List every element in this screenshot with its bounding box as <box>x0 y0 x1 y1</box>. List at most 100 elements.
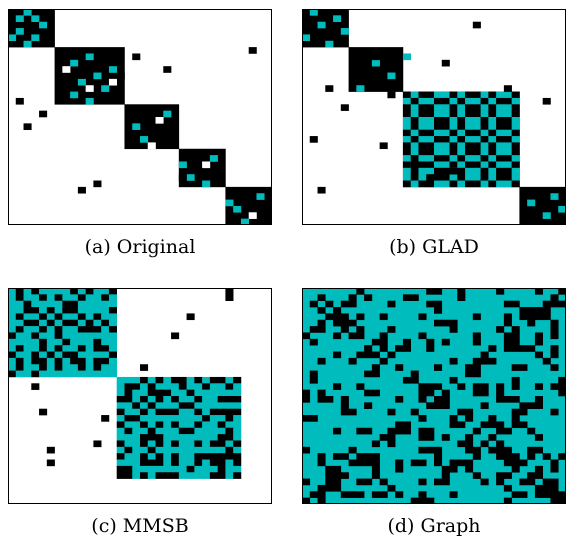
matrix-cell <box>302 415 311 422</box>
matrix-cell <box>194 376 203 384</box>
matrix-cell <box>108 370 117 378</box>
matrix-cell <box>46 351 55 359</box>
matrix-cell <box>480 421 489 429</box>
matrix-cell <box>62 288 71 295</box>
matrix-cell <box>527 319 536 327</box>
matrix-cell <box>85 357 94 365</box>
matrix-cell <box>124 396 133 403</box>
matrix-cell <box>116 408 125 416</box>
matrix-cell <box>325 40 334 48</box>
matrix-cell <box>140 434 149 441</box>
matrix-cell <box>101 332 110 340</box>
matrix-cell <box>496 453 505 460</box>
matrix-cell <box>441 59 450 67</box>
matrix-cell <box>155 376 164 384</box>
matrix-cell <box>186 313 195 321</box>
matrix-cell <box>132 427 141 435</box>
matrix-cell <box>15 338 24 346</box>
matrix-cell <box>527 472 536 479</box>
matrix-cell <box>465 117 474 124</box>
matrix-cell <box>31 338 40 346</box>
matrix-cell <box>511 465 520 473</box>
matrix-cell <box>410 174 419 181</box>
matrix-cell <box>395 465 404 473</box>
matrix-cell <box>101 370 110 378</box>
matrix-cell <box>317 319 326 327</box>
matrix-cell <box>317 484 326 492</box>
matrix-cell <box>108 364 117 371</box>
matrix-cell <box>558 376 566 384</box>
matrix-cell <box>140 427 149 435</box>
matrix-cell <box>379 478 388 486</box>
matrix-cell <box>418 313 427 321</box>
matrix-cell <box>302 389 311 397</box>
matrix-cell <box>155 396 164 403</box>
matrix-cell <box>225 389 234 397</box>
matrix-cell <box>364 402 373 409</box>
matrix-cell <box>147 427 156 435</box>
matrix-cell <box>472 148 481 156</box>
matrix-cell <box>449 491 458 498</box>
matrix-cell <box>8 345 17 352</box>
matrix-cell <box>465 440 474 448</box>
matrix-cell <box>62 319 71 327</box>
matrix-cell <box>426 148 435 156</box>
matrix-cell <box>465 148 474 156</box>
matrix-cell <box>387 484 396 492</box>
matrix-cell <box>426 402 435 409</box>
matrix-cell <box>371 338 380 346</box>
matrix-cell <box>426 161 435 169</box>
matrix-cell <box>356 313 365 321</box>
matrix-cell <box>503 97 512 105</box>
matrix-cell <box>194 446 203 454</box>
matrix-cell <box>8 294 17 301</box>
matrix-cell <box>240 218 249 225</box>
matrix-cell <box>472 313 481 321</box>
matrix-cell <box>240 199 249 207</box>
matrix-cell <box>480 104 489 111</box>
matrix-cell <box>178 408 187 416</box>
matrix-cell <box>534 491 543 498</box>
matrix-cell <box>534 396 543 403</box>
matrix-cell <box>209 453 218 460</box>
matrix-cell <box>457 123 466 130</box>
matrix-cell <box>511 155 520 162</box>
matrix-cell <box>434 288 443 295</box>
matrix-cell <box>511 104 520 111</box>
matrix-cell <box>472 91 481 99</box>
matrix-cell <box>340 319 349 327</box>
matrix-cell <box>534 313 543 321</box>
matrix-cell <box>356 332 365 340</box>
matrix-cell <box>178 446 187 454</box>
matrix-cell <box>480 142 489 150</box>
matrix-cell <box>434 453 443 460</box>
matrix-cell <box>233 389 242 397</box>
matrix-cell <box>449 167 458 175</box>
matrix-cell <box>527 402 536 409</box>
matrix-cell <box>542 484 551 492</box>
matrix-cell <box>457 174 466 181</box>
matrix-cell <box>496 446 505 454</box>
matrix-cell <box>511 383 520 390</box>
matrix-cell <box>519 307 528 314</box>
matrix-cell <box>225 376 234 384</box>
matrix-cell <box>124 453 133 460</box>
matrix-cell <box>23 345 32 352</box>
matrix-cell <box>496 136 505 143</box>
matrix-cell <box>371 459 380 467</box>
matrix-cell <box>434 91 443 99</box>
matrix-cell <box>225 427 234 435</box>
matrix-cell <box>93 307 102 314</box>
matrix-cell <box>186 472 195 479</box>
matrix-cell <box>163 66 172 73</box>
matrix-cell <box>418 415 427 422</box>
matrix-cell <box>449 110 458 118</box>
matrix-cell <box>124 389 133 397</box>
matrix-cell <box>163 421 172 429</box>
matrix-cell <box>23 319 32 327</box>
matrix-cell <box>550 465 559 473</box>
matrix-cell <box>54 370 63 378</box>
matrix-cell <box>309 491 318 498</box>
matrix-cell <box>325 313 334 321</box>
matrix-cell <box>418 148 427 156</box>
